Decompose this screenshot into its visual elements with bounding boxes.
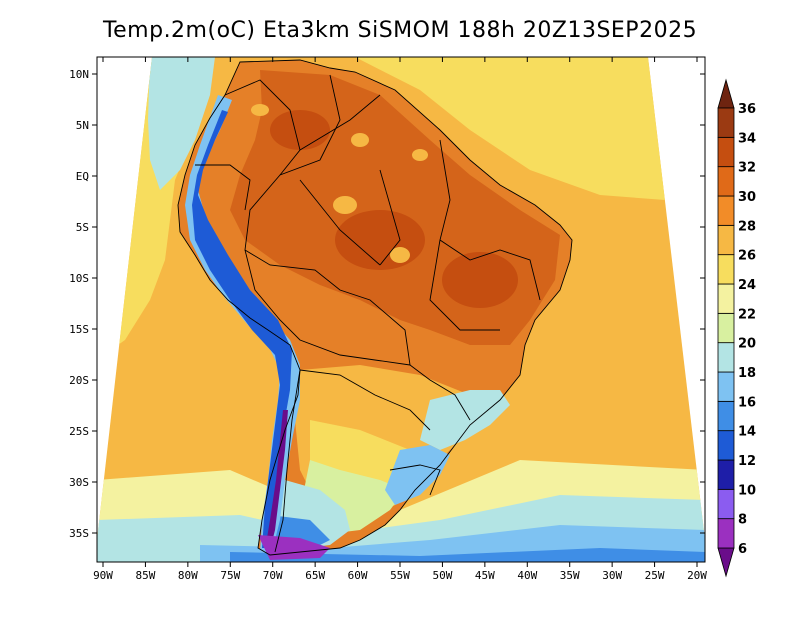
lon-label: 60W [348, 569, 368, 582]
colorbar-label: 30 [738, 190, 756, 205]
colorbar-swatch [717, 342, 735, 373]
colorbar-top-arrow [717, 78, 735, 109]
lat-label: 10S [69, 272, 89, 285]
colorbar-label: 12 [738, 454, 756, 469]
colorbar-label: 18 [738, 366, 756, 381]
latitude-axis: 10N 5N EQ 5S 10S 15S 20S 25S 30S 35S [69, 68, 705, 540]
colorbar-label: 28 [738, 219, 756, 234]
colorbar-bottom-arrow [717, 547, 735, 578]
border-peru-bolivia [244, 249, 411, 366]
lon-label: 30W [602, 569, 622, 582]
colorbar-swatch [717, 224, 735, 256]
andes-coldest-core [265, 410, 288, 550]
border-uruguay [389, 464, 441, 496]
colorbar-label: 24 [738, 278, 756, 293]
map-title: Temp.2m(oC) Eta3km SiSMOM 188h 20Z13SEP2… [102, 18, 698, 43]
lat-label: 35S [69, 527, 89, 540]
border-argentina-chile [274, 369, 301, 553]
colorbar-label: 20 [738, 337, 756, 352]
colorbar-swatch [717, 195, 735, 226]
land-cool-spot-1 [333, 196, 357, 214]
colorbar-swatch [717, 459, 735, 490]
lat-label: 30S [69, 476, 89, 489]
country-borders [177, 59, 573, 556]
land-south-brazil-blue [385, 445, 450, 505]
colorbar-swatch [717, 166, 735, 197]
lon-label: 90W [93, 569, 113, 582]
colorbar-label: 14 [738, 425, 756, 440]
colorbar-label: 26 [738, 249, 756, 264]
lon-label: 45W [475, 569, 495, 582]
border-brazil-states [299, 139, 541, 331]
ocean-pacific-light [148, 57, 215, 190]
land-cool-spot-4 [251, 104, 269, 116]
land-cool-spot-3 [351, 133, 369, 147]
colorbar-label: 34 [738, 131, 756, 146]
patagonia-andes-purple [258, 535, 330, 560]
lat-label: 5S [76, 221, 89, 234]
land-cool-spot-5 [412, 149, 428, 161]
border-ecuador [195, 164, 251, 211]
map-frame [96, 56, 706, 563]
lon-label: 55W [390, 569, 410, 582]
colorbar-label: 16 [738, 395, 756, 410]
andes-colder-core [192, 110, 292, 548]
lon-label: 80W [178, 569, 198, 582]
colorbar-label: 32 [738, 161, 756, 176]
colorbar-swatch [717, 430, 735, 461]
border-colombia-venezuela [224, 79, 381, 176]
colorbar-label: 36 [738, 102, 756, 117]
colorbar-swatch [717, 518, 735, 549]
land-cool-spot-2 [390, 247, 410, 263]
land-southeast-cool [420, 390, 510, 450]
colorbar-label: 10 [738, 483, 756, 498]
ocean-atlantic-tropical [355, 57, 665, 200]
lon-label: 20W [687, 569, 707, 582]
lat-label: 5N [76, 119, 89, 132]
colorbar-swatch [717, 107, 735, 138]
longitude-axis: 90W 85W 80W 75W 70W 65W 60W 55W 50W 45W 40W 35W 30W 2… [93, 57, 707, 582]
land-hottest-2 [442, 252, 518, 308]
land-hottest-1 [335, 210, 425, 270]
colorbar-swatch [717, 312, 735, 344]
colorbar-swatch [717, 488, 735, 520]
border-coastline [177, 59, 573, 556]
colorbar-label: 8 [738, 513, 747, 528]
lon-label: 75W [220, 569, 240, 582]
border-brazil-west [244, 74, 471, 421]
colorbar-swatch [717, 400, 735, 432]
colorbar: 6 8 10 12 14 16 18 20 22 24 26 28 30 32 34 36 [717, 78, 756, 578]
colorbar-label: 6 [738, 542, 747, 557]
lon-label: 65W [305, 569, 325, 582]
lon-label: 70W [263, 569, 283, 582]
lat-label: 20S [69, 374, 89, 387]
colorbar-swatch [717, 371, 735, 402]
lat-label: 15S [69, 323, 89, 336]
lon-label: 35W [560, 569, 580, 582]
lat-label: 25S [69, 425, 89, 438]
colorbar-label: 22 [738, 307, 756, 322]
lon-label: 50W [432, 569, 452, 582]
lon-label: 25W [645, 569, 665, 582]
ocean-southmost [230, 548, 705, 562]
colorbar-swatch [717, 283, 735, 314]
land-hottest-3 [270, 110, 330, 150]
border-argentina-north [299, 369, 431, 431]
lat-label: EQ [76, 170, 89, 183]
colorbar-swatch [717, 136, 735, 168]
colorbar-swatch [717, 254, 735, 285]
lon-label: 40W [517, 569, 537, 582]
lat-label: 10N [69, 68, 89, 81]
lon-label: 85W [135, 569, 155, 582]
